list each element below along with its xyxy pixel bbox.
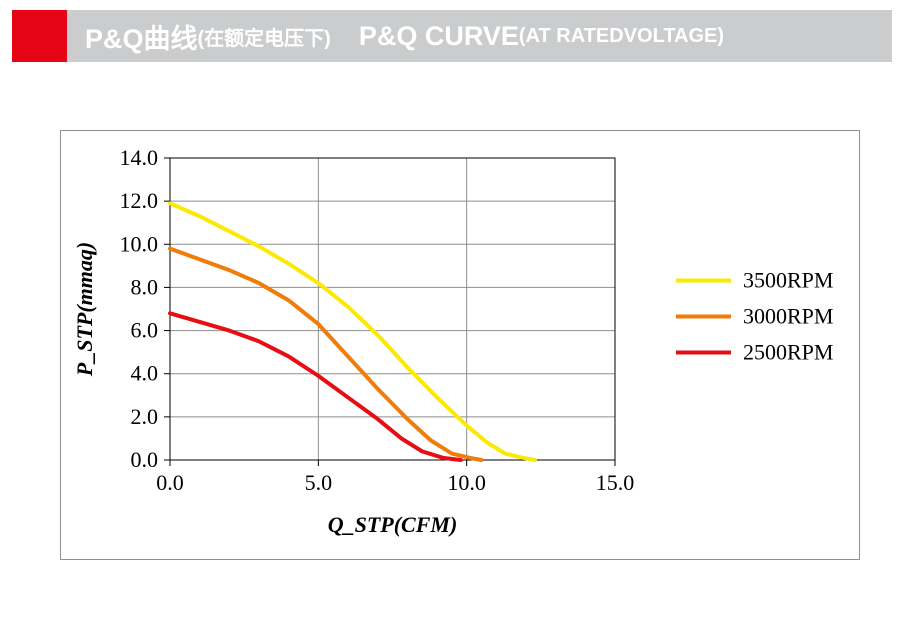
y-tick-label: 12.0 [120, 188, 159, 213]
x-tick-label: 5.0 [305, 470, 333, 495]
x-axis-label: Q_STP(CFM) [328, 512, 458, 537]
y-axis-label: P_STP(mmaq) [72, 242, 97, 377]
x-tick-label: 10.0 [447, 470, 486, 495]
pq-chart-container: 0.0 5.0 10.0 15.0 0.0 2.0 4.0 6.0 8.0 10.0 12.0 14.… [60, 130, 860, 560]
legend-label: 2500RPM [743, 340, 833, 365]
y-tick-label: 2.0 [131, 404, 159, 429]
x-tick-label: 15.0 [596, 470, 635, 495]
header-title-en: P&Q CURVE [359, 21, 519, 52]
chart-outer-border [61, 131, 860, 560]
page-root: P&Q曲线 (在额定电压下) P&Q CURVE (AT RATEDVOLTAG… [0, 0, 915, 618]
header-accent-block [12, 10, 67, 62]
y-tick-label: 14.0 [120, 145, 159, 170]
legend-label: 3000RPM [743, 304, 833, 329]
header-title-block: P&Q曲线 (在额定电压下) P&Q CURVE (AT RATEDVOLTAG… [67, 10, 892, 62]
header-title-en-sub: (AT RATEDVOLTAGE) [519, 25, 724, 48]
x-tick-label: 0.0 [156, 470, 184, 495]
pq-chart: 0.0 5.0 10.0 15.0 0.0 2.0 4.0 6.0 8.0 10.0 12.0 14.… [60, 130, 860, 560]
y-tick-label: 8.0 [131, 274, 159, 299]
y-tick-label: 10.0 [120, 231, 159, 256]
y-tick-label: 4.0 [131, 361, 159, 386]
y-tick-label: 6.0 [131, 318, 159, 343]
y-tick-label: 0.0 [131, 447, 159, 472]
header-title-cn: P&Q曲线 [85, 17, 198, 56]
legend-label: 3500RPM [743, 268, 833, 293]
header-title-cn-sub: (在额定电压下) [198, 22, 331, 51]
header-bar: P&Q曲线 (在额定电压下) P&Q CURVE (AT RATEDVOLTAG… [12, 10, 892, 70]
